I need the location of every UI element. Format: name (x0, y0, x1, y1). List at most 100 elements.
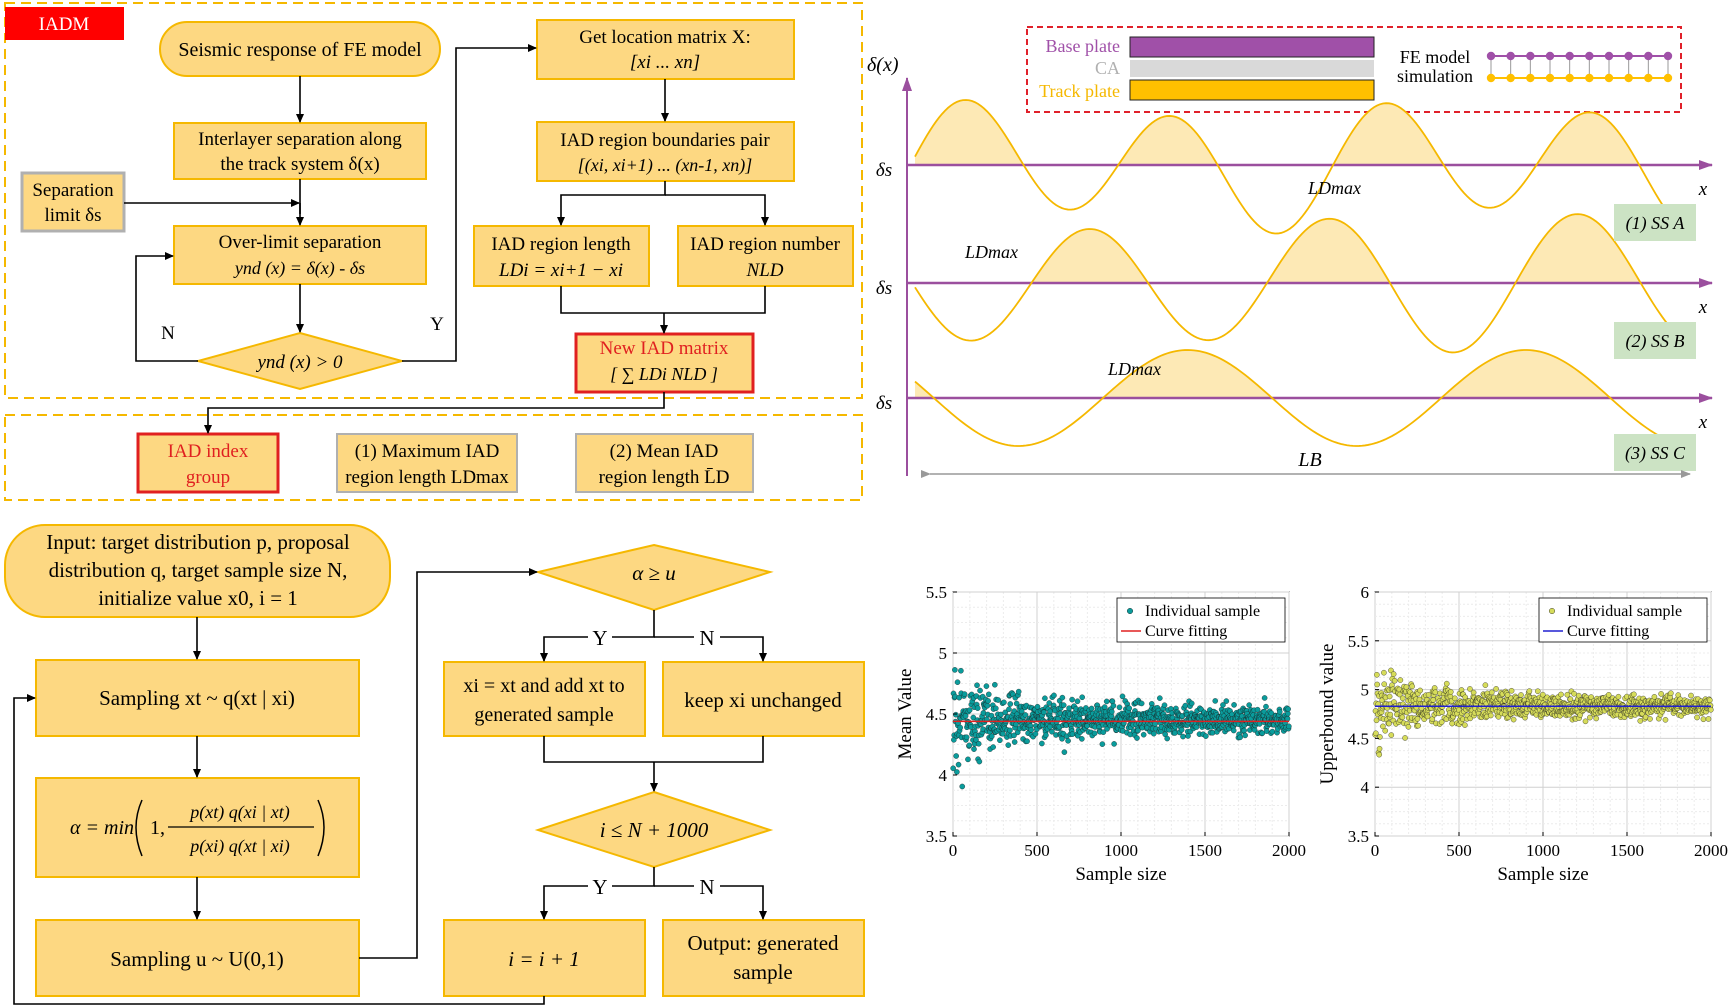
ss-a-badge (1614, 204, 1696, 241)
legend-base-plate-label: Base plate (1046, 36, 1120, 56)
upperbound-value-chart: 0 500 1000 1500 2000 3.5 4 4.5 5 5.5 6 Sample size U… (1317, 583, 1728, 885)
y-tick-label: 4 (1361, 778, 1370, 797)
iadm-flowchart: IADM Seismic response of FE model Interl… (4, 2, 863, 501)
scatter-point (1182, 702, 1189, 709)
scatter-point (950, 765, 956, 772)
wave-diagram: δ(x) Base plate CA Track plate FE model … (867, 26, 1713, 478)
scatter-point (1467, 686, 1473, 692)
span-label: LB (1297, 449, 1321, 471)
fe-node (1585, 73, 1594, 83)
scatter-point (953, 753, 959, 759)
scatter-point (1381, 669, 1387, 676)
separation-line1: Interlayer separation along (198, 129, 402, 150)
scatter-point (990, 744, 996, 750)
mcmc-label-n2-bg (694, 873, 720, 899)
scatter-point (1001, 699, 1007, 706)
fe-node (1526, 73, 1535, 83)
scatter-point (1237, 734, 1243, 741)
scatter-point (976, 758, 983, 765)
scatter-point (1707, 697, 1713, 703)
fe-node (1644, 51, 1653, 61)
scatter-point (1066, 705, 1072, 711)
fe-node (1486, 73, 1496, 83)
y-tick-label: 5.5 (1348, 632, 1369, 651)
scatter-point (1658, 691, 1664, 697)
scatter-point (997, 737, 1003, 744)
scatter-point (1424, 713, 1431, 720)
scatter-point (1430, 697, 1437, 703)
boundaries-line2: [(xi, xi+1) ... (xn-1, xn)] (578, 155, 753, 176)
scatter-point (1382, 727, 1389, 734)
fe-node (1506, 73, 1515, 83)
fe-node (1486, 51, 1496, 61)
scatter-point (1285, 706, 1291, 712)
scatter-point (1261, 695, 1268, 701)
scatter-point (1041, 709, 1047, 716)
y-tick-label: 3.5 (1348, 827, 1369, 846)
separation-limit-node (20, 171, 126, 233)
scatter-point (1002, 709, 1009, 716)
scatter-point (1178, 727, 1185, 733)
number-line2: NLD (746, 260, 784, 281)
new-matrix-line1: New IAD matrix (600, 338, 729, 359)
scatter-point (975, 740, 982, 747)
scatter-point (961, 691, 968, 697)
scatter-point (1391, 677, 1398, 684)
y-tick-label: 3.5 (926, 827, 947, 846)
x-tick-label: 2000 (1694, 841, 1728, 860)
scatter-point (1510, 716, 1517, 723)
accept-node (443, 661, 646, 737)
scatter-point (1374, 681, 1380, 688)
increment-node (443, 919, 646, 997)
scatter-point (1024, 738, 1030, 745)
scatter-point (966, 707, 973, 713)
iadm-connectors (124, 44, 769, 434)
scatter-point (1108, 708, 1115, 715)
legend-base-plate-bar (1129, 36, 1375, 58)
x-axis-label: x (1698, 179, 1708, 200)
length-line2: LDi = xi+1 − xi (498, 260, 623, 281)
scatter-point (1688, 692, 1694, 699)
scatter-point (1091, 730, 1098, 737)
scatter-point (1540, 691, 1546, 698)
alpha-prefix: α = min (70, 817, 134, 839)
scatter-point (1185, 733, 1191, 739)
scatter-point (965, 756, 971, 763)
scatter-point (1079, 694, 1085, 701)
scatter-point (1164, 735, 1170, 742)
scatter-point (1088, 705, 1095, 712)
seismic-response-text: Seismic response of FE model (178, 39, 422, 61)
fe-node (1545, 73, 1555, 83)
x-tick-label: 500 (1024, 841, 1050, 860)
y-axis-title: Mean Value (895, 669, 916, 760)
input-line3: initialize value x0, i = 1 (98, 586, 298, 610)
scatter-point (970, 714, 977, 721)
scatter-point (1060, 702, 1067, 708)
scatter-point (1508, 688, 1515, 694)
index-group-line1: IAD index (168, 441, 249, 462)
legend-line-label: Curve fitting (1567, 623, 1649, 640)
sampling-proposal-node (35, 659, 360, 737)
mcmc-label-y1-bg (588, 624, 612, 650)
x-tick-label: 1500 (1610, 841, 1644, 860)
scatter-point (1438, 719, 1445, 725)
ss-c-peak-label: LDmax (1107, 359, 1161, 379)
x-tick-label: 1000 (1104, 841, 1138, 860)
scatter-point (1518, 692, 1524, 698)
scatter-point (1399, 714, 1406, 721)
exceedance-fill (915, 350, 1693, 398)
scatter-point (1046, 700, 1053, 706)
wave-panels: δs x δs x δs x (876, 99, 1713, 447)
increment-text: i = i + 1 (508, 947, 580, 971)
loop-decision-text: i ≤ N + 1000 (600, 818, 709, 842)
scatter-point (1061, 749, 1068, 755)
accept-line2: generated sample (474, 704, 613, 726)
mean-length-node (575, 433, 754, 493)
scatter-point (1157, 695, 1163, 701)
new-matrix-line2: [ ∑ LDi NLD ] (610, 364, 718, 384)
ss-a-label: (1) SS A (1626, 213, 1686, 234)
scatter-point (1535, 688, 1541, 694)
mean-value-chart: 0 500 1000 1500 2000 3.5 4 4.5 5 5.5 Sample size Me… (895, 583, 1306, 885)
max-length-line1: (1) Maximum IAD (355, 441, 500, 462)
